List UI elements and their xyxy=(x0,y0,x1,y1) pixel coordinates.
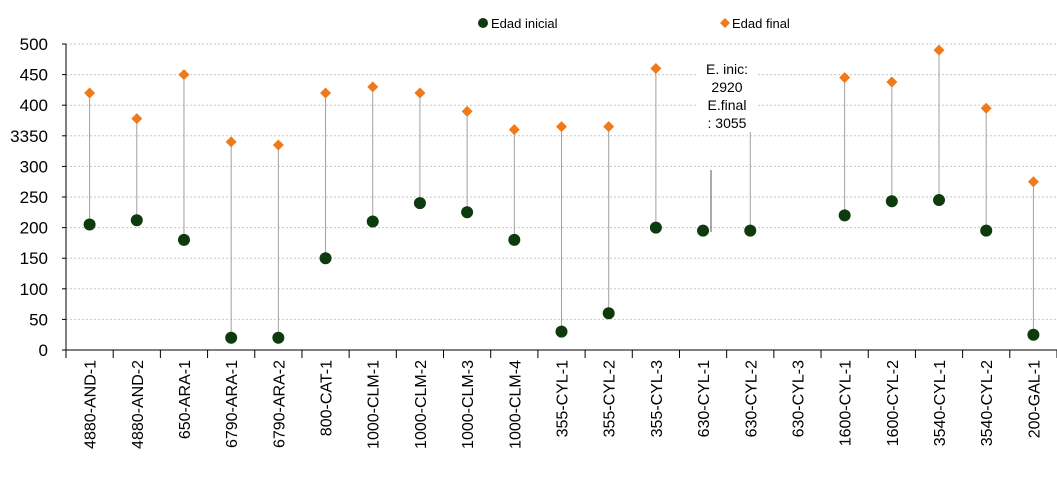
y-tick-label: 3350 xyxy=(10,127,48,146)
x-tick-label: 1000-CLM-4 xyxy=(507,360,524,449)
y-tick-label: 500 xyxy=(20,35,48,54)
point-edad-inicial xyxy=(130,214,143,227)
point-edad-inicial xyxy=(649,221,662,234)
x-tick-label: 355-CYL-1 xyxy=(555,360,572,437)
point-edad-inicial xyxy=(555,325,568,338)
point-edad-final xyxy=(414,87,426,99)
x-tick-labels: 4880-AND-1 4880-AND-2 650-ARA-1 6790-ARA-1 6… xyxy=(83,360,1044,449)
x-tick-label: 650-ARA-1 xyxy=(177,360,194,439)
point-edad-final xyxy=(367,81,379,93)
point-edad-inicial xyxy=(319,252,332,265)
point-edad-final xyxy=(886,76,898,88)
annotation-line-1: E. inic: xyxy=(705,61,748,77)
point-edad-inicial xyxy=(838,209,851,222)
point-edad-inicial xyxy=(272,331,285,344)
point-edad-final xyxy=(556,121,567,133)
x-tick-label: 630-CYL-3 xyxy=(790,360,807,437)
legend-marker-edad-inicial xyxy=(478,18,488,28)
point-edad-inicial xyxy=(980,224,993,237)
point-edad-final xyxy=(84,87,96,99)
drop-lines xyxy=(89,50,1034,338)
y-tick-label: 100 xyxy=(20,280,48,299)
point-edad-final xyxy=(178,69,190,81)
legend-label-edad-final: Edad final xyxy=(732,16,790,31)
x-tick-label: 200-GAL-1 xyxy=(1026,360,1043,438)
point-edad-inicial xyxy=(697,224,710,237)
x-tick-label: 3540-CYL-1 xyxy=(932,360,949,446)
data-markers xyxy=(83,44,1040,344)
point-edad-final xyxy=(603,121,615,133)
x-tick-label: 1000-CLM-3 xyxy=(460,360,477,449)
point-edad-final xyxy=(1027,176,1039,188)
y-tick-label: 0 xyxy=(39,341,48,360)
x-tick-label: 1000-CLM-1 xyxy=(366,360,383,449)
point-edad-inicial xyxy=(508,233,521,246)
y-tick-label: 400 xyxy=(20,96,48,115)
point-edad-inicial xyxy=(1027,328,1040,341)
point-edad-final xyxy=(131,113,143,125)
x-tick-label: 1600-CYL-2 xyxy=(885,360,902,446)
annotation-line-4: : 3055 xyxy=(707,115,747,131)
point-edad-inicial xyxy=(602,307,615,320)
legend-label-edad-inicial: Edad inicial xyxy=(491,16,558,31)
annotation-line-3: E.final xyxy=(707,97,747,113)
x-tick-label: 6790-ARA-2 xyxy=(271,360,288,448)
annotation-line-2: 2920 xyxy=(711,79,743,95)
point-edad-final xyxy=(461,105,473,117)
x-tick-label: 630-CYL-2 xyxy=(743,360,760,437)
point-edad-final xyxy=(980,102,992,114)
x-tick-label: 630-CYL-1 xyxy=(696,360,713,437)
point-edad-inicial xyxy=(744,224,757,237)
point-edad-inicial xyxy=(933,194,946,207)
x-tick-label: 3540-CYL-2 xyxy=(979,360,996,446)
y-tick-labels: 0 50 100 150 200 250 300 3350 400 450 500 xyxy=(10,35,48,360)
point-edad-final xyxy=(225,136,237,148)
point-edad-inicial xyxy=(366,215,379,228)
axes xyxy=(62,43,1057,358)
y-tick-label: 250 xyxy=(20,188,48,207)
y-tick-label: 200 xyxy=(20,219,48,238)
y-tick-label: 450 xyxy=(20,66,48,85)
legend: Edad inicial Edad final xyxy=(478,16,790,31)
legend-marker-edad-final xyxy=(720,18,730,28)
x-tick-label: 355-CYL-3 xyxy=(649,360,666,437)
point-edad-final xyxy=(320,87,332,99)
point-edad-inicial xyxy=(83,218,96,231)
point-edad-final xyxy=(839,72,851,84)
y-tick-label: 150 xyxy=(20,249,48,268)
point-edad-final xyxy=(650,62,662,74)
y-tick-label: 300 xyxy=(20,157,48,176)
x-tick-label: 1600-CYL-1 xyxy=(838,360,855,446)
point-edad-inicial xyxy=(225,331,238,344)
x-tick-label: 6790-ARA-1 xyxy=(224,360,241,448)
annotation-box: E. inic: 2920 E.final : 3055 xyxy=(696,60,758,132)
x-tick-label: 4880-AND-2 xyxy=(130,360,147,449)
point-edad-inicial xyxy=(177,233,190,246)
point-edad-final xyxy=(933,44,945,56)
x-tick-label: 800-CAT-1 xyxy=(319,360,336,436)
x-tick-label: 4880-AND-1 xyxy=(83,360,100,449)
x-tick-label: 355-CYL-2 xyxy=(602,360,619,437)
point-edad-final xyxy=(508,124,520,136)
point-edad-final xyxy=(272,139,284,151)
x-tick-label: 1000-CLM-2 xyxy=(413,360,430,449)
point-edad-inicial xyxy=(885,195,898,208)
y-tick-label: 50 xyxy=(29,310,48,329)
point-edad-inicial xyxy=(461,206,474,219)
point-edad-inicial xyxy=(413,197,426,210)
